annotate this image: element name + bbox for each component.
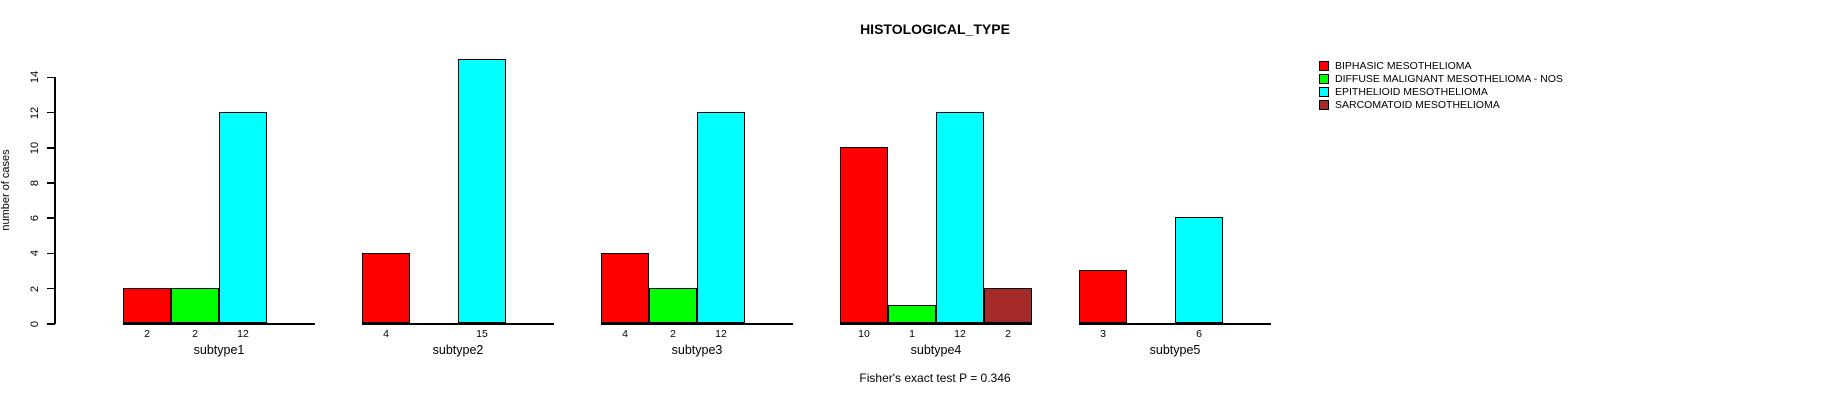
- legend-swatch: [1319, 99, 1329, 110]
- bar-value-label: 12: [237, 328, 249, 340]
- legend: BIPHASIC MESOTHELIOMA DIFFUSE MALIGNANT M…: [1319, 59, 1563, 111]
- bar-subtype4-series1: [840, 147, 888, 323]
- bar-subtype2-series3: [458, 59, 506, 323]
- bar-value-label: 12: [715, 328, 727, 340]
- bar-subtype5-series1: [1079, 270, 1127, 323]
- bar-subtype1-series1: [123, 287, 171, 323]
- bar-value-label: 4: [383, 328, 389, 340]
- bar-subtype2-series1: [362, 252, 410, 323]
- legend-item: EPITHELIOID MESOTHELIOMA: [1319, 85, 1563, 98]
- y-tick-label: 8: [29, 179, 41, 186]
- group-label-subtype5: subtype5: [1149, 343, 1201, 357]
- bar-value-label: 6: [1196, 328, 1202, 340]
- bar-subtype1-series2: [171, 287, 219, 323]
- bar-value-label: 2: [670, 328, 676, 340]
- legend-label: BIPHASIC MESOTHELIOMA: [1335, 59, 1472, 72]
- legend-label: EPITHELIOID MESOTHELIOMA: [1335, 85, 1488, 98]
- group-baseline: [601, 323, 793, 325]
- y-tick: [47, 217, 55, 219]
- group-baseline: [1079, 323, 1271, 325]
- y-tick: [47, 76, 55, 79]
- fisher-test-annotation: Fisher's exact test P = 0.346: [859, 371, 1011, 385]
- y-tick: [47, 323, 55, 325]
- legend-item: BIPHASIC MESOTHELIOMA: [1319, 59, 1563, 72]
- group-label-subtype3: subtype3: [671, 343, 723, 357]
- group-baseline: [123, 323, 315, 325]
- bar-value-label: 1: [909, 328, 915, 340]
- bar-value-label: 4: [622, 328, 628, 340]
- y-tick: [47, 182, 55, 184]
- y-axis-label: number of cases: [0, 149, 12, 231]
- bar-value-label: 12: [954, 328, 966, 340]
- y-tick-label: 6: [29, 215, 41, 222]
- bar-subtype5-series3: [1175, 217, 1223, 323]
- group-label-subtype2: subtype2: [432, 343, 484, 357]
- legend-label: DIFFUSE MALIGNANT MESOTHELIOMA - NOS: [1335, 72, 1563, 85]
- bar-value-label: 2: [1005, 328, 1011, 340]
- bar-subtype4-series3: [936, 111, 984, 323]
- legend-swatch: [1319, 60, 1329, 71]
- bar-subtype4-series2: [888, 305, 936, 323]
- y-tick-label: 14: [29, 71, 41, 84]
- legend-label: SARCOMATOID MESOTHELIOMA: [1335, 98, 1500, 111]
- y-tick: [47, 147, 55, 149]
- y-tick-label: 10: [29, 141, 41, 154]
- y-tick: [47, 111, 55, 114]
- chart-title: HISTOLOGICAL_TYPE: [860, 21, 1010, 37]
- y-tick-label: 2: [29, 285, 41, 292]
- y-tick-label: 0: [29, 320, 41, 327]
- y-tick: [47, 252, 55, 255]
- y-axis-line: [54, 76, 56, 325]
- legend-item: DIFFUSE MALIGNANT MESOTHELIOMA - NOS: [1319, 72, 1563, 85]
- legend-item: SARCOMATOID MESOTHELIOMA: [1319, 98, 1563, 111]
- bar-value-label: 3: [1100, 328, 1106, 340]
- legend-swatch: [1319, 73, 1329, 84]
- y-tick-label: 12: [29, 106, 41, 119]
- group-label-subtype4: subtype4: [910, 343, 962, 357]
- bar-subtype3-series1: [601, 252, 649, 323]
- bar-subtype3-series3: [697, 111, 745, 323]
- group-label-subtype1: subtype1: [193, 343, 245, 357]
- y-tick: [47, 287, 55, 290]
- group-baseline: [840, 323, 1032, 325]
- bar-subtype3-series2: [649, 287, 697, 323]
- group-baseline: [362, 323, 554, 325]
- bar-value-label: 10: [858, 328, 870, 340]
- bar-subtype4-series4: [984, 287, 1032, 323]
- y-tick-label: 4: [29, 250, 41, 257]
- bar-value-label: 2: [144, 328, 150, 340]
- bar-value-label: 2: [192, 328, 198, 340]
- bar-subtype1-series3: [219, 111, 267, 323]
- bar-value-label: 15: [476, 328, 488, 340]
- legend-swatch: [1319, 86, 1329, 97]
